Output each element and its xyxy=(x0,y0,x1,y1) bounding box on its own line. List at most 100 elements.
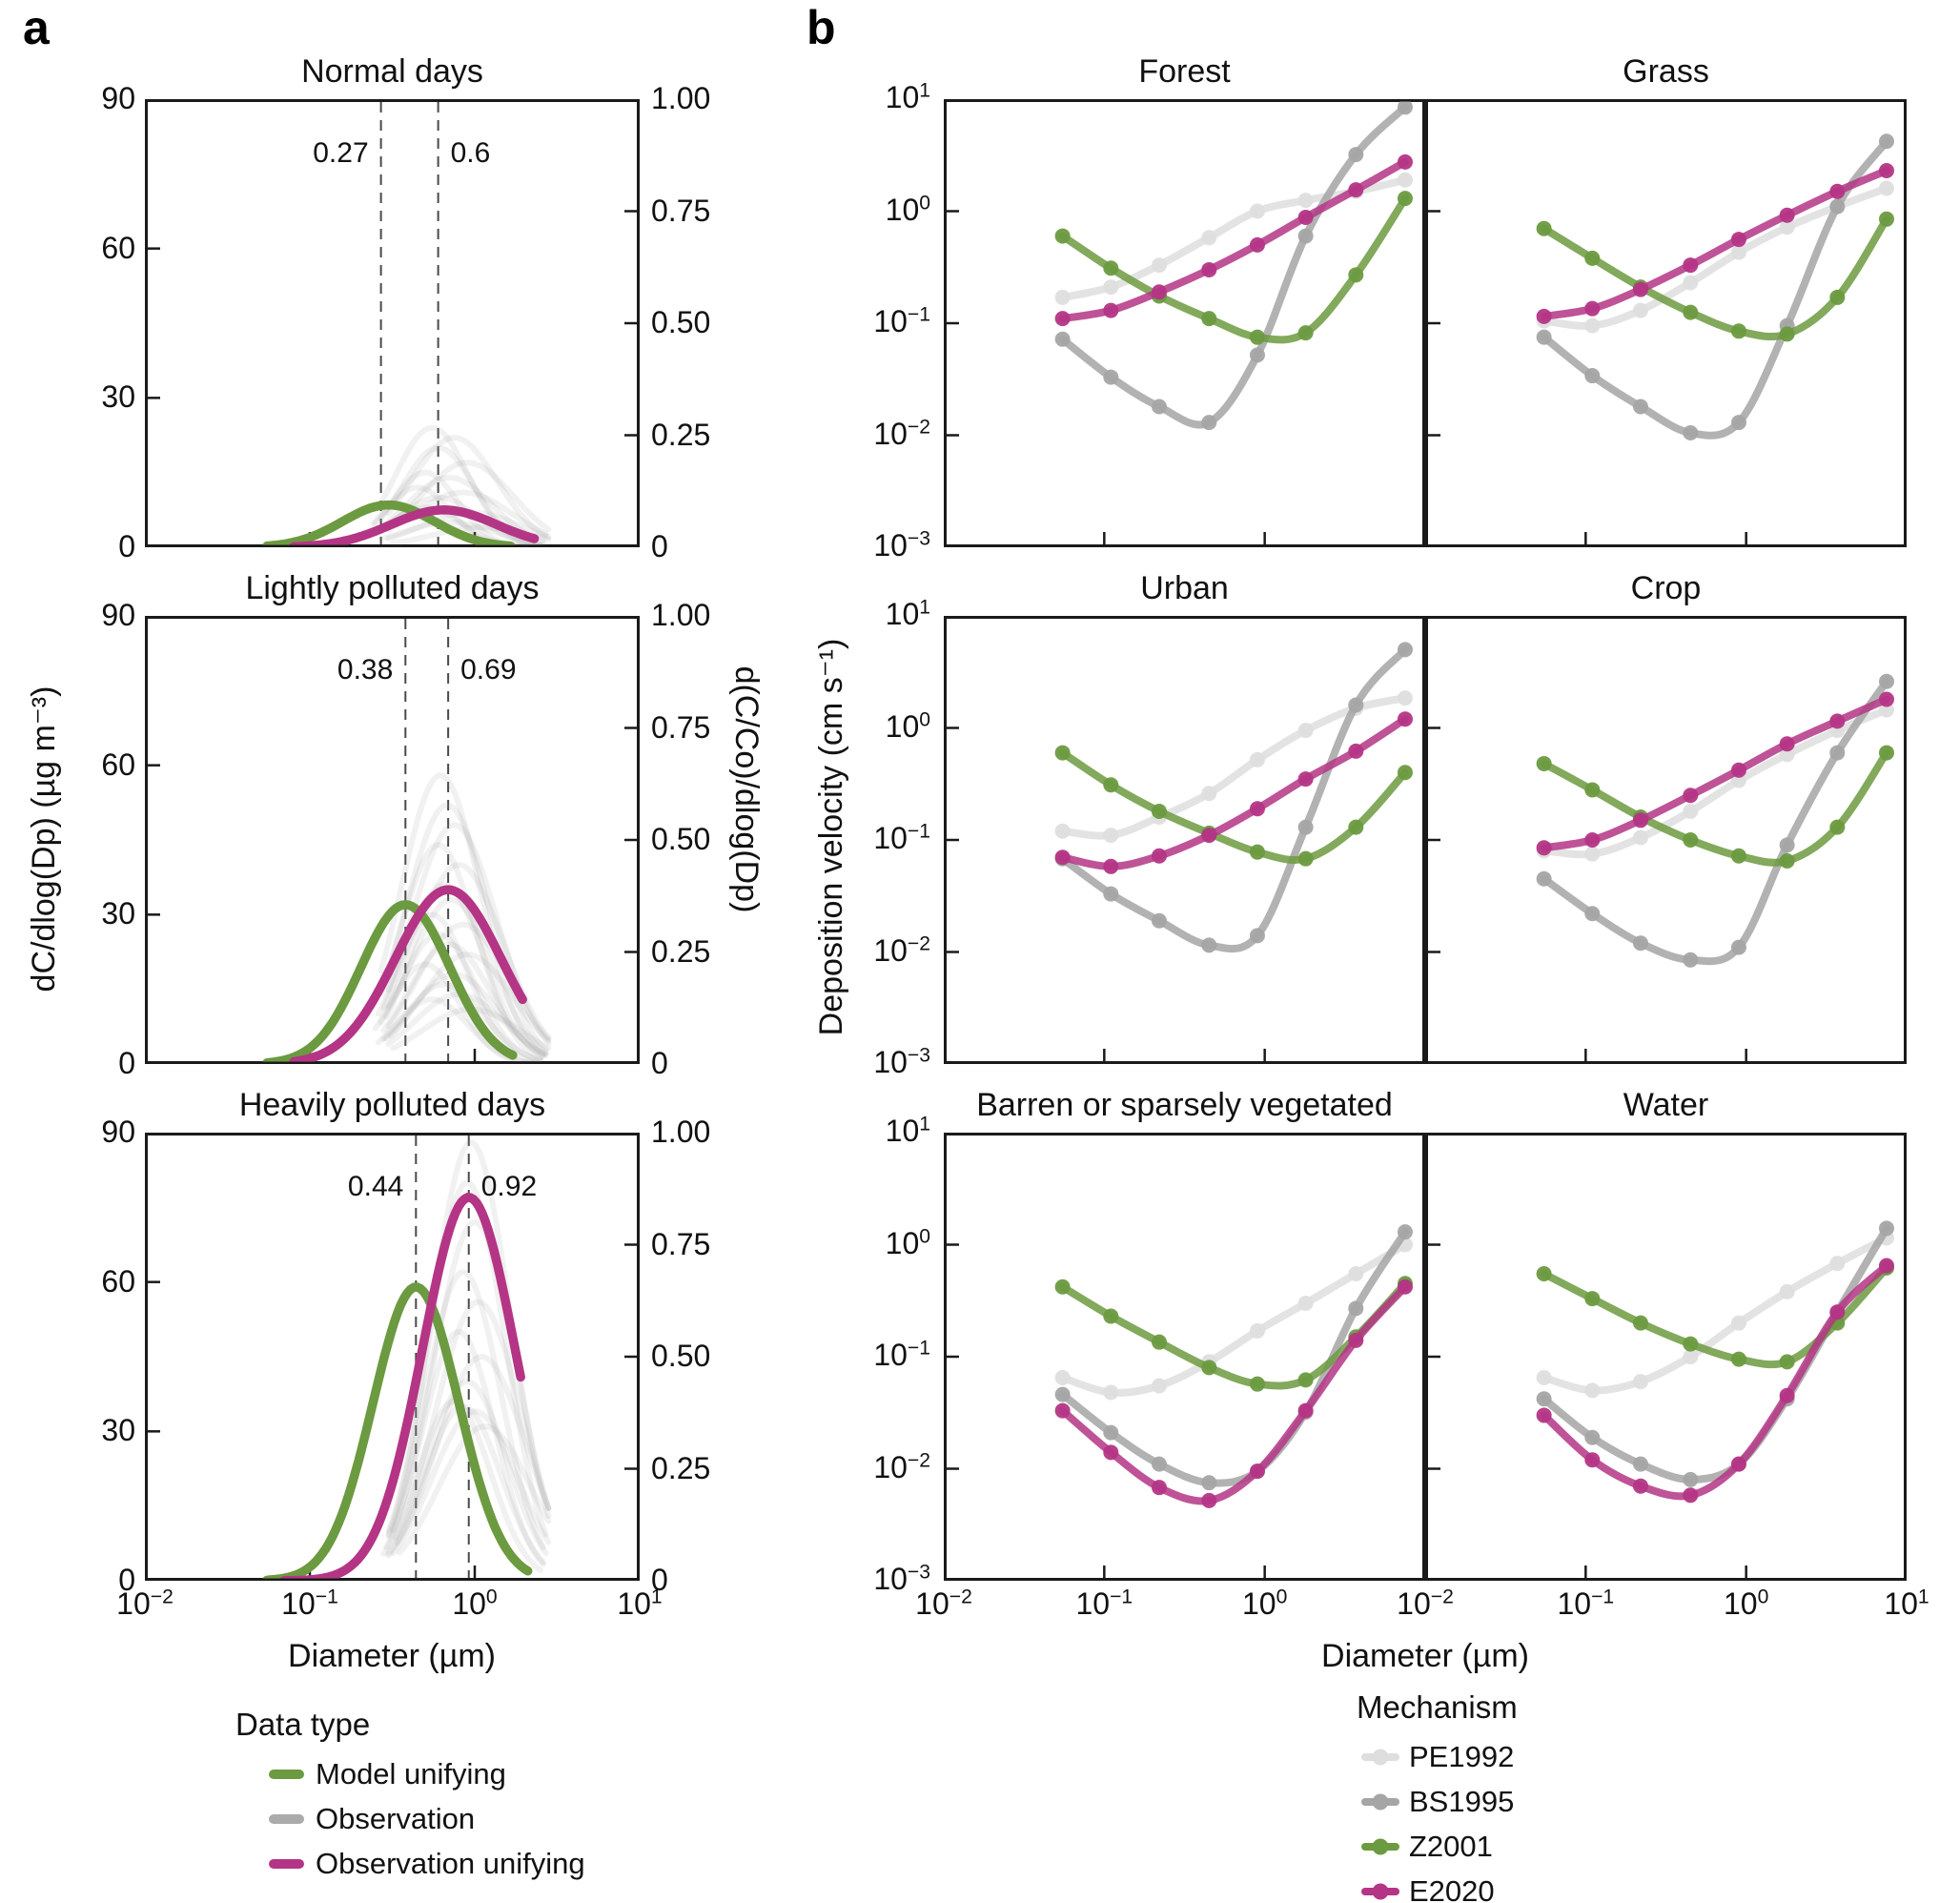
a-y2-tick: 0.75 xyxy=(651,709,711,745)
plot-crop xyxy=(1425,616,1907,1064)
a-y-tick: 30 xyxy=(101,379,135,415)
mode-diameter-value: 0.92 xyxy=(481,1171,537,1202)
urban-title: Urban xyxy=(1140,570,1229,606)
a-y-tick: 60 xyxy=(101,747,135,782)
a-y-tick: 60 xyxy=(101,230,135,265)
legend-item-observation-unifying: Observation unifying xyxy=(269,1847,585,1880)
a-y2-tick: 1.00 xyxy=(651,81,711,115)
b-y-tick: 100 xyxy=(885,707,930,744)
forest-title: Forest xyxy=(1138,53,1231,90)
mode-diameter-value: 0.69 xyxy=(460,654,516,685)
b-y-tick: 100 xyxy=(885,191,930,227)
a-y2-tick: 0 xyxy=(651,529,668,563)
a-y-tick: 0 xyxy=(118,1563,135,1597)
b-y-tick: 10−2 xyxy=(873,1448,930,1484)
e2020-marker-dot xyxy=(1372,1883,1389,1900)
a-y-tick: 90 xyxy=(101,598,135,632)
panel-a-xlabel: Diameter (µm) xyxy=(288,1638,496,1674)
crop-chart xyxy=(1425,616,1907,1064)
mode-diameter-value: 0.44 xyxy=(348,1171,403,1202)
b-x-tick: 10−2 xyxy=(915,1586,972,1621)
lightly-polluted-chart: 0.38 0.69 xyxy=(145,616,640,1064)
a-y2-tick: 0 xyxy=(651,1563,668,1597)
pe1992-label: PE1992 xyxy=(1409,1740,1515,1773)
panel-a-ylabel-right: d(C/Co)/dlog(Dp) xyxy=(728,665,765,913)
b-x-tick: 10−1 xyxy=(1557,1586,1615,1621)
forest-chart xyxy=(944,99,1425,547)
heavily-polluted-title: Heavily polluted days xyxy=(238,1087,546,1123)
a-y2-tick: 0.50 xyxy=(651,822,711,856)
b-y-tick: 10−3 xyxy=(873,527,930,563)
water-chart xyxy=(1425,1133,1907,1581)
b-x-tick: 10−1 xyxy=(1075,1586,1133,1621)
legend-item-z2001: Z2001 xyxy=(1361,1830,1518,1863)
grass-chart xyxy=(1425,99,1907,547)
b-y-tick: 10−1 xyxy=(873,1337,930,1372)
a-x-tick: 100 xyxy=(452,1586,498,1621)
a-y2-tick: 1.00 xyxy=(651,1115,711,1149)
a-x-tick: 101 xyxy=(617,1586,663,1621)
b-x-tick: 10−2 xyxy=(1397,1586,1454,1621)
b-y-tick: 101 xyxy=(885,596,930,631)
observation-swatch xyxy=(269,1814,304,1824)
b-x-tick: 101 xyxy=(1884,1586,1929,1621)
mode-diameter-value: 0.27 xyxy=(313,137,368,169)
panel-b-xlabel: Diameter (µm) xyxy=(1321,1638,1529,1674)
plot-water xyxy=(1425,1133,1907,1581)
water-title: Water xyxy=(1623,1087,1709,1123)
heavily-polluted-chart: 0.44 0.92 xyxy=(145,1133,640,1581)
a-y2-tick: 0.75 xyxy=(651,1226,711,1261)
b-y-tick: 10−1 xyxy=(873,820,930,855)
a-y-tick: 60 xyxy=(101,1263,135,1299)
bs1995-swatch xyxy=(1361,1793,1399,1811)
pe1992-marker-dot xyxy=(1372,1749,1389,1766)
b-x-tick: 100 xyxy=(1241,1586,1288,1621)
model-unifying-label: Model unifying xyxy=(316,1757,506,1790)
a-y2-tick: 0.25 xyxy=(651,933,711,969)
observation-unifying-swatch xyxy=(269,1859,304,1869)
legend-item-e2020: E2020 xyxy=(1361,1874,1518,1903)
normal-days-chart: 0.27 0.6 xyxy=(145,99,640,547)
legend-item-pe1992: PE1992 xyxy=(1361,1740,1518,1773)
mode-diameter-value: 0.38 xyxy=(337,654,393,685)
a-y-tick: 0 xyxy=(118,1046,135,1080)
legend-item-bs1995: BS1995 xyxy=(1361,1785,1518,1818)
model-unifying-swatch xyxy=(269,1770,304,1779)
a-y-tick: 90 xyxy=(101,81,135,115)
a-y-tick: 90 xyxy=(101,1115,135,1149)
bs1995-marker-dot xyxy=(1372,1793,1389,1811)
b-x-tick: 100 xyxy=(1723,1586,1769,1621)
b-y-tick: 101 xyxy=(885,1113,930,1148)
b-y-tick: 10−2 xyxy=(873,415,930,451)
data-type-legend-title: Data type xyxy=(235,1707,371,1742)
legend-mechanism: Mechanism PE1992 BS1995 Z2001 E2020 xyxy=(1357,1689,1518,1903)
plot-lightly-polluted-days: 0.38 0.69 xyxy=(145,616,640,1064)
observation-unifying-label: Observation unifying xyxy=(316,1847,585,1880)
barren-chart xyxy=(944,1133,1425,1581)
z2001-marker-dot xyxy=(1372,1838,1389,1855)
a-x-tick: 10−2 xyxy=(116,1586,174,1621)
plot-barren xyxy=(944,1133,1425,1581)
a-y2-tick: 0.25 xyxy=(651,1450,711,1485)
a-y2-tick: 0.75 xyxy=(651,193,711,228)
barren-title: Barren or sparsely vegetated xyxy=(976,1087,1393,1123)
urban-chart xyxy=(944,616,1425,1064)
bs1995-label: BS1995 xyxy=(1409,1785,1515,1818)
b-y-tick: 101 xyxy=(885,79,930,114)
a-x-tick: 10−1 xyxy=(281,1586,338,1621)
panel-a-letter: a xyxy=(23,1,50,54)
normal-days-title: Normal days xyxy=(301,53,483,90)
e2020-label: E2020 xyxy=(1409,1874,1495,1903)
observation-label: Observation xyxy=(316,1802,476,1835)
z2001-swatch xyxy=(1361,1838,1399,1855)
a-y2-tick: 0.50 xyxy=(651,305,711,339)
a-y2-tick: 0.25 xyxy=(651,417,711,452)
a-y2-tick: 0.50 xyxy=(651,1339,711,1373)
plot-normal-days: 0.27 0.6 xyxy=(145,99,640,547)
b-y-tick: 10−3 xyxy=(873,1561,930,1596)
lightly-polluted-title: Lightly polluted days xyxy=(245,570,540,606)
a-y2-tick: 1.00 xyxy=(651,598,711,632)
mode-diameter-value: 0.6 xyxy=(451,137,491,169)
panel-b-letter: b xyxy=(806,1,836,54)
